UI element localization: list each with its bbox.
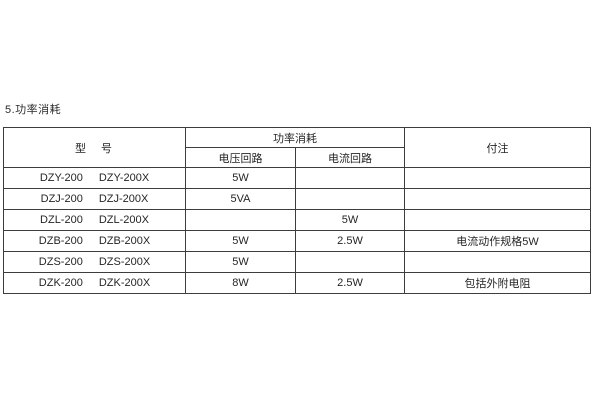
header-power-group: 功率消耗	[185, 127, 405, 148]
model-pair: DZK-200 DZK-200X	[5, 277, 185, 289]
cell-current	[295, 188, 405, 210]
cell-note	[404, 209, 591, 231]
cell-note: 电流动作规格5W	[404, 230, 591, 252]
table-row: DZL-200 DZL-200X 5W	[3, 209, 591, 231]
model-pair: DZJ-200 DZJ-200X	[5, 193, 185, 205]
model-name-variant: DZS-200X	[98, 256, 151, 268]
cell-voltage: 5W	[185, 251, 296, 273]
model-pair: DZL-200 DZL-200X	[5, 214, 185, 226]
model-name-variant: DZB-200X	[98, 235, 151, 247]
cell-model: DZY-200 DZY-200X	[3, 167, 186, 189]
model-name-variant: DZL-200X	[98, 214, 149, 226]
cell-model: DZB-200 DZB-200X	[3, 230, 186, 252]
model-pair: DZY-200 DZY-200X	[5, 172, 185, 184]
model-name: DZY-200	[39, 172, 83, 184]
cell-note: 包括外附电阻	[404, 272, 591, 294]
cell-voltage: 5VA	[185, 188, 296, 210]
cell-model: DZL-200 DZL-200X	[3, 209, 186, 231]
cell-voltage	[185, 209, 296, 231]
model-name: DZB-200	[38, 235, 83, 247]
model-pair: DZS-200 DZS-200X	[5, 256, 185, 268]
table-row: DZS-200 DZS-200X 5W	[3, 251, 591, 273]
header-current-circuit: 电流回路	[295, 147, 405, 168]
model-name: DZJ-200	[40, 193, 83, 205]
power-consumption-table: 型 号 功率消耗 付注 电压回路 电流回路 DZY-200 DZY-200X 5…	[3, 127, 591, 294]
cell-voltage: 5W	[185, 230, 296, 252]
cell-note	[404, 167, 591, 189]
cell-voltage: 5W	[185, 167, 296, 189]
model-name-variant: DZY-200X	[98, 172, 150, 184]
cell-note	[404, 251, 591, 273]
model-name-variant: DZJ-200X	[98, 193, 149, 205]
cell-note	[404, 188, 591, 210]
table-header-row-1: 型 号 功率消耗 付注	[3, 127, 591, 168]
table-row: DZB-200 DZB-200X 5W 2.5W 电流动作规格5W	[3, 230, 591, 252]
table-row: DZK-200 DZK-200X 8W 2.5W 包括外附电阻	[3, 272, 591, 294]
header-model: 型 号	[3, 127, 186, 168]
cell-voltage: 8W	[185, 272, 296, 294]
header-note: 付注	[404, 127, 591, 168]
cell-current: 2.5W	[295, 272, 405, 294]
table-row: DZJ-200 DZJ-200X 5VA	[3, 188, 591, 210]
model-name: DZK-200	[38, 277, 83, 289]
cell-current: 5W	[295, 209, 405, 231]
table-row: DZY-200 DZY-200X 5W	[3, 167, 591, 189]
header-voltage-circuit: 电压回路	[185, 147, 296, 168]
cell-current	[295, 251, 405, 273]
section-title: 5.功率消耗	[5, 104, 62, 116]
cell-current: 2.5W	[295, 230, 405, 252]
cell-model: DZJ-200 DZJ-200X	[3, 188, 186, 210]
cell-model: DZS-200 DZS-200X	[3, 251, 186, 273]
cell-current	[295, 167, 405, 189]
model-name: DZL-200	[40, 214, 83, 226]
model-pair: DZB-200 DZB-200X	[5, 235, 185, 247]
model-name-variant: DZK-200X	[98, 277, 151, 289]
model-name: DZS-200	[38, 256, 83, 268]
cell-model: DZK-200 DZK-200X	[3, 272, 186, 294]
